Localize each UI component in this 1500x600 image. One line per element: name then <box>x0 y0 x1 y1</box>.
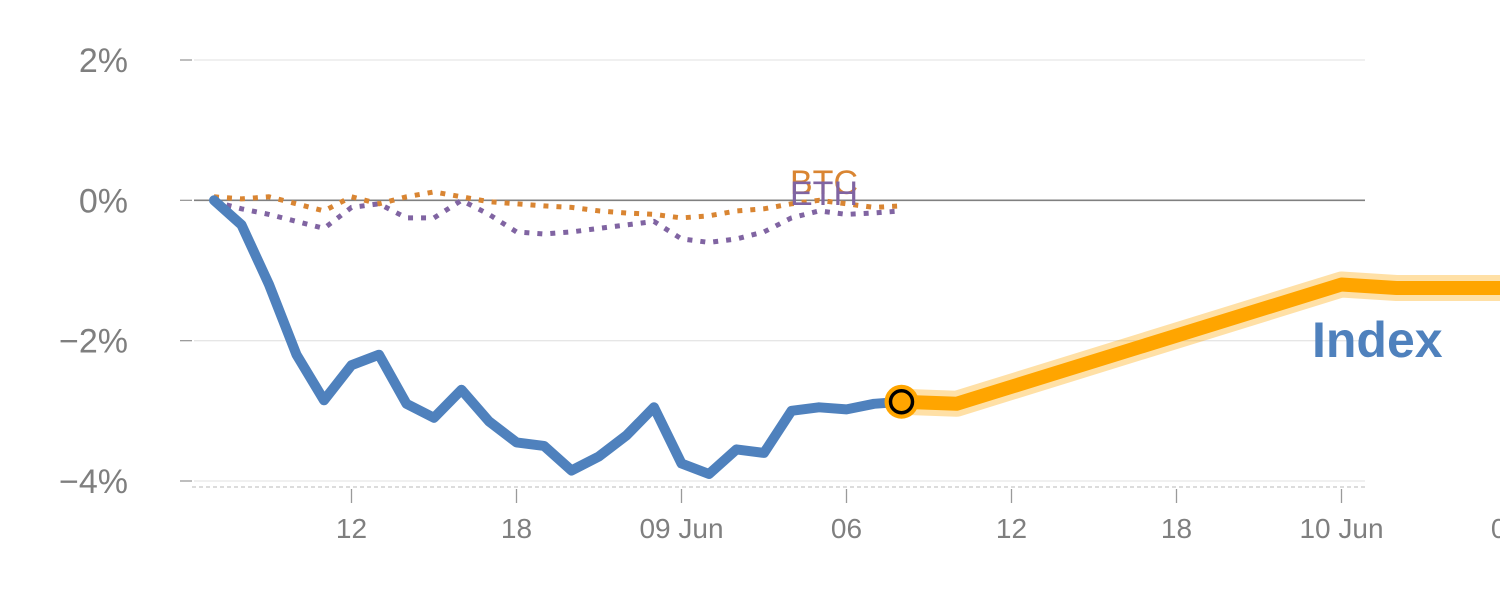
y-tick-label: 0% <box>79 182 128 220</box>
x-tick-label: 18 <box>1161 513 1192 544</box>
y-axis: 2% 0% −2% −4% <box>59 42 192 501</box>
series-line-index <box>209 195 907 479</box>
series-line-forecast <box>901 277 1500 411</box>
series-lines <box>209 189 1500 479</box>
x-tick-label: 06 <box>1491 513 1500 544</box>
series-label-btc: BTC <box>790 164 858 202</box>
series-line-eth <box>213 197 902 245</box>
x-axis: 12 18 09 Jun 06 12 18 10 Jun 06 <box>192 486 1500 544</box>
x-tick-label: 09 Jun <box>639 513 723 544</box>
y-tick-label: 2% <box>79 42 128 80</box>
series-label-eth: ETH <box>790 175 858 213</box>
current-point-marker <box>884 384 919 419</box>
y-tick-label: −4% <box>59 463 128 501</box>
series-labels: BTC ETH Index <box>790 164 1443 368</box>
x-tick-label: 12 <box>996 513 1027 544</box>
x-tick-label: 06 <box>831 513 862 544</box>
marker-dot <box>888 388 915 415</box>
series-line-btc <box>213 189 902 221</box>
x-tick-label: 10 Jun <box>1299 513 1383 544</box>
series-label-index: Index <box>1312 312 1443 368</box>
gridlines <box>194 59 1365 482</box>
x-tick-label: 12 <box>336 513 367 544</box>
y-tick-label: −2% <box>59 323 128 361</box>
x-tick-label: 18 <box>501 513 532 544</box>
